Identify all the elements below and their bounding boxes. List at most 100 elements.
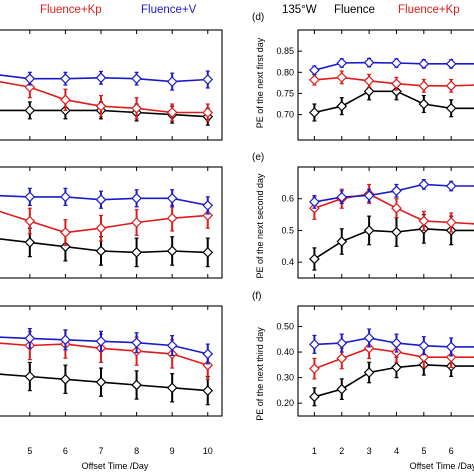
xlabel-left: Offset Time /Day — [82, 461, 149, 471]
data-point-fluence — [336, 100, 348, 112]
data-point-fluence-v — [166, 76, 178, 87]
x-tick-label: 6 — [63, 446, 68, 456]
data-point-fluence-v — [418, 58, 430, 70]
panel-left-middle — [0, 166, 223, 279]
axes-frame — [297, 29, 474, 141]
ylabel-d: PE of the next first day — [255, 37, 265, 128]
data-point-fluence-v — [202, 200, 214, 211]
axes-frame — [297, 166, 474, 279]
y-tick-label: 0.70 — [276, 110, 294, 120]
y-tick-label: 0.50 — [276, 321, 294, 331]
data-point-fluence-kp — [445, 217, 457, 228]
legend-fluence-kp-left: Fluence+Kp — [40, 4, 102, 16]
x-tick-label: 8 — [134, 446, 139, 456]
data-point-fluence-v — [391, 185, 402, 197]
data-point-fluence-v — [131, 192, 142, 204]
data-point-fluence-kp — [202, 107, 214, 118]
data-point-fluence-v — [95, 194, 107, 206]
data-point-fluence-kp — [445, 80, 457, 92]
series-group — [309, 328, 474, 407]
data-point-fluence-v — [336, 337, 348, 349]
panel-left-bottom: 45678910 — [0, 305, 223, 456]
y-tick-label: 0.6 — [281, 194, 294, 204]
data-point-fluence — [60, 373, 71, 385]
x-tick-label: 2 — [339, 446, 344, 456]
x-tick-label: 5 — [27, 446, 32, 456]
axes-frame — [0, 29, 223, 141]
data-point-fluence-v — [166, 340, 178, 351]
data-point-fluence-kp — [202, 359, 214, 371]
data-point-fluence — [131, 379, 142, 391]
y-tick-label: 0.80 — [276, 67, 294, 77]
data-point-fluence-v — [391, 57, 402, 69]
data-point-fluence-kp — [363, 342, 375, 354]
data-point-fluence — [95, 376, 107, 388]
data-point-fluence-kp — [24, 215, 36, 227]
data-point-fluence-kp — [60, 227, 71, 238]
data-point-fluence-kp — [95, 100, 107, 112]
plot-area: 456789100.700.750.800.850.40.50.61234567… — [0, 29, 474, 456]
data-point-fluence-kp — [418, 80, 430, 92]
data-point-fluence — [363, 85, 375, 97]
data-point-fluence — [391, 226, 402, 238]
data-point-fluence — [24, 371, 36, 382]
y-tick-label: 0.20 — [276, 398, 294, 408]
x-tick-label: 4 — [394, 446, 399, 456]
data-point-fluence — [336, 236, 348, 247]
y-tick-label: 0.75 — [276, 88, 294, 98]
x-tick-label: 9 — [170, 446, 175, 456]
data-point-fluence-v — [418, 179, 430, 190]
data-point-fluence-v — [391, 337, 402, 349]
data-point-fluence-kp — [418, 351, 430, 363]
data-point-fluence-v — [202, 348, 214, 360]
x-tick-label: 7 — [98, 446, 103, 456]
data-point-fluence-v — [336, 191, 348, 203]
data-point-fluence — [24, 105, 36, 116]
data-point-fluence-kp — [363, 75, 375, 87]
data-point-fluence — [363, 367, 375, 378]
ylabel-f: PE of the next third day — [255, 327, 265, 421]
data-point-fluence — [309, 391, 320, 403]
data-point-fluence-kp — [309, 74, 320, 86]
data-point-fluence-v — [60, 73, 71, 85]
data-point-fluence-kp — [336, 72, 348, 83]
data-point-fluence — [363, 225, 375, 236]
data-point-fluence-v — [363, 190, 375, 201]
data-point-fluence-v — [24, 191, 36, 203]
legend-fluence-kp-right: Fluence+Kp — [398, 4, 460, 16]
data-point-fluence — [166, 382, 178, 394]
data-point-fluence-kp — [131, 217, 142, 228]
y-tick-label: 0.5 — [281, 225, 294, 235]
data-point-fluence-kp — [202, 210, 214, 221]
series-group — [309, 57, 474, 122]
y-tick-label: 0.4 — [281, 257, 294, 267]
y-tick-label: 0.85 — [276, 46, 294, 56]
panel-f-tag: (f) — [252, 291, 261, 302]
data-point-fluence-kp — [336, 353, 348, 364]
panel-e: 0.4 0.5 0.6 — [281, 166, 474, 279]
data-point-fluence — [391, 362, 402, 373]
panel-d: 0.70 0.75 0.80 0.85 — [276, 29, 474, 141]
data-point-fluence-kp — [445, 351, 457, 363]
data-point-fluence-kp — [166, 107, 178, 118]
data-point-fluence-kp — [24, 81, 36, 93]
data-point-fluence-kp — [391, 202, 402, 214]
data-point-fluence-v — [418, 340, 430, 351]
panel-e-tag: (e) — [252, 152, 264, 163]
data-point-fluence-v — [309, 196, 320, 208]
series-group — [0, 70, 214, 126]
legend-fluence-v-left: Fluence+V — [141, 4, 197, 16]
data-point-fluence-v — [131, 337, 142, 349]
axes-frame — [0, 305, 223, 417]
data-point-fluence-v — [131, 73, 142, 85]
data-point-fluence-v — [60, 191, 71, 203]
x-tick-label: 3 — [367, 446, 372, 456]
data-point-fluence — [202, 385, 214, 396]
data-point-fluence — [418, 98, 430, 110]
data-point-fluence-v — [445, 180, 457, 192]
data-point-fluence — [336, 383, 348, 395]
ylabel-e: PE of the next second day — [255, 173, 265, 279]
data-point-fluence — [166, 245, 178, 257]
data-point-fluence-kp — [166, 212, 178, 224]
data-point-fluence-v — [24, 73, 36, 85]
